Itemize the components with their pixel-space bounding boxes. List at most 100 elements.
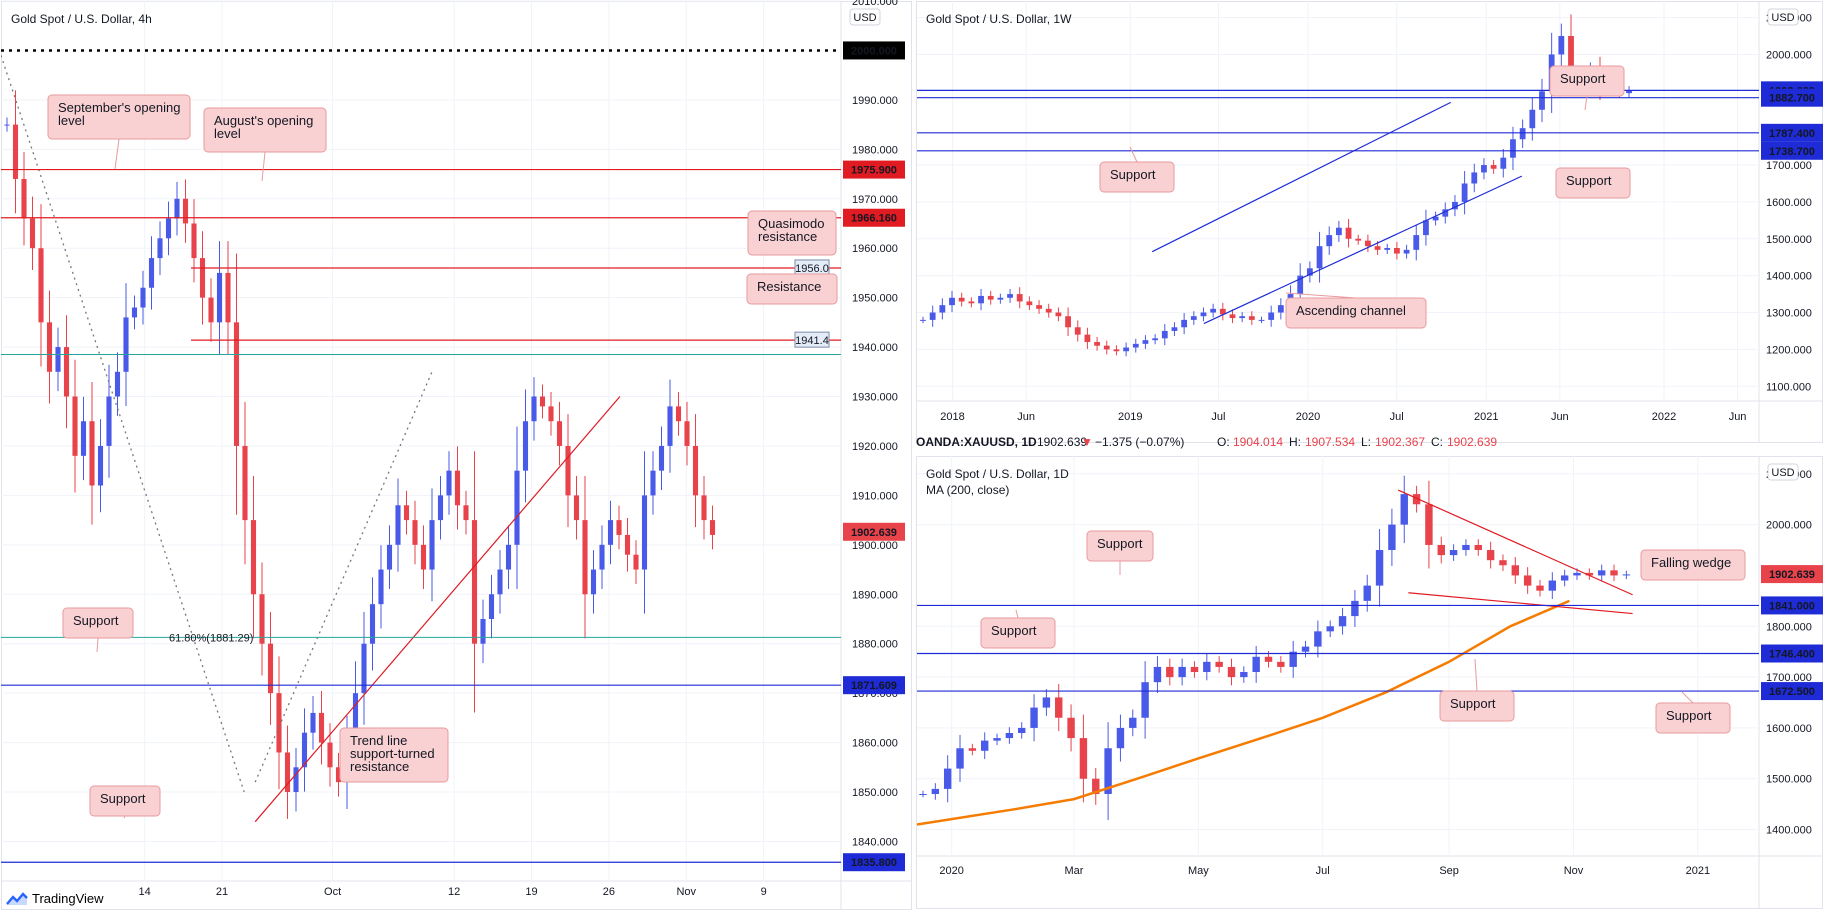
callout-text: resistance: [758, 229, 817, 244]
candle-body: [1297, 275, 1304, 295]
level-price-label: 1966.160: [851, 213, 897, 225]
y-tick-label: 2000.000: [1766, 520, 1812, 532]
callout-box: [1439, 690, 1515, 722]
x-tick-label: Jun: [1729, 411, 1747, 423]
panel-frame: [916, 1, 1823, 443]
callout-text: Support: [1560, 71, 1606, 86]
callout-pointer: [1681, 691, 1694, 704]
level-price-tag: [843, 160, 905, 179]
annotation-callout: Support: [1099, 146, 1175, 193]
x-tick-label: 26: [603, 886, 615, 898]
callout-text: Support: [991, 623, 1037, 638]
candle-body: [1277, 661, 1285, 667]
candle-body: [692, 445, 699, 496]
candle-body: [1500, 157, 1507, 169]
trend-line: [254, 396, 621, 823]
candle-body: [318, 712, 325, 743]
candle-body: [1007, 294, 1013, 298]
candle-body: [633, 554, 639, 570]
candle-body: [1248, 316, 1255, 320]
annotation-callout: Support: [89, 785, 161, 819]
x-tick-label: Mar: [1065, 865, 1084, 877]
currency-label: USD: [1771, 12, 1794, 24]
candle-body: [565, 445, 571, 496]
x-tick-label: 12: [448, 886, 460, 898]
ohlc-part: L:: [1361, 435, 1371, 449]
candle-body: [548, 406, 554, 422]
candle-body: [29, 218, 36, 249]
y-tick-label: 1500.000: [1766, 234, 1812, 246]
annotation-callout: Falling wedge: [1640, 549, 1746, 581]
y-tick-label: 1700.000: [1766, 160, 1812, 172]
candle-body: [446, 470, 452, 496]
candle-body: [97, 445, 104, 486]
candle-body: [1055, 312, 1062, 317]
tradingview-footer[interactable]: TradingView: [6, 891, 104, 906]
candle-body: [276, 693, 282, 753]
candle-body: [1079, 738, 1088, 779]
candle-body: [1351, 600, 1359, 617]
candle-body: [1486, 550, 1495, 561]
candle-body: [949, 297, 955, 306]
candle-body: [1394, 248, 1400, 254]
candle-body: [599, 544, 605, 570]
callout-text: Support: [1666, 708, 1712, 723]
candle-body: [480, 618, 486, 644]
callout-box: [1099, 161, 1175, 193]
candle-body: [573, 495, 580, 521]
candle-body: [1181, 319, 1188, 328]
candle-body: [1481, 165, 1487, 173]
candle-body: [616, 520, 622, 535]
candle-body: [1539, 91, 1545, 110]
candle-body: [1363, 585, 1371, 601]
candle-body: [386, 544, 393, 570]
candle-body: [1171, 327, 1178, 331]
callout-box: [89, 785, 161, 817]
level-value-tag: [794, 331, 830, 348]
candle-body: [1375, 550, 1384, 586]
currency-badge-box: [1767, 8, 1799, 26]
candle-body: [641, 495, 648, 570]
candle-body: [284, 752, 291, 793]
candle-body: [471, 520, 478, 644]
candle-body: [1425, 504, 1433, 545]
candle-body: [1374, 246, 1381, 250]
candle-body: [1423, 220, 1429, 236]
candle-body: [539, 396, 546, 407]
candle-body: [920, 319, 926, 321]
level-price-tag: [1761, 88, 1823, 107]
candle-body: [148, 258, 155, 288]
candle-body: [335, 767, 342, 783]
candle-body: [1519, 128, 1526, 140]
candle-body: [1384, 248, 1391, 250]
y-tick-label: 1400.000: [1766, 825, 1812, 837]
y-tick-label: 1860.000: [852, 738, 898, 750]
candle-body: [233, 322, 240, 446]
candle-body: [1306, 268, 1313, 276]
ohlc-part: C:: [1431, 435, 1443, 449]
currency-badge: USD: [1767, 8, 1799, 26]
callout-text: resistance: [350, 759, 409, 774]
candle-body: [38, 248, 44, 323]
channel-lower-line: [1203, 175, 1523, 325]
candle-body: [1412, 494, 1421, 505]
panel-d1: 1400.000 1500.000 1600.000 1700.000 1800.000…: [916, 456, 1823, 909]
candle-body: [1239, 316, 1246, 319]
candle-body: [165, 218, 172, 239]
y-tick-label: 1850.000: [852, 787, 898, 799]
annotation-callout: Support: [1439, 658, 1515, 722]
candle-body: [1400, 494, 1408, 525]
candle-body: [89, 421, 95, 486]
candle-body: [301, 732, 308, 768]
ohlc-part: ▼: [1081, 435, 1093, 449]
candle-body: [1335, 227, 1342, 236]
candle-body: [199, 258, 206, 298]
candle-body: [1462, 544, 1470, 551]
y-tick-label: 2010.000: [852, 0, 898, 8]
x-tick-label: 14: [139, 886, 151, 898]
callout-pointer: [1285, 292, 1357, 299]
candle-body: [1529, 109, 1536, 129]
candle-body: [993, 738, 1001, 741]
